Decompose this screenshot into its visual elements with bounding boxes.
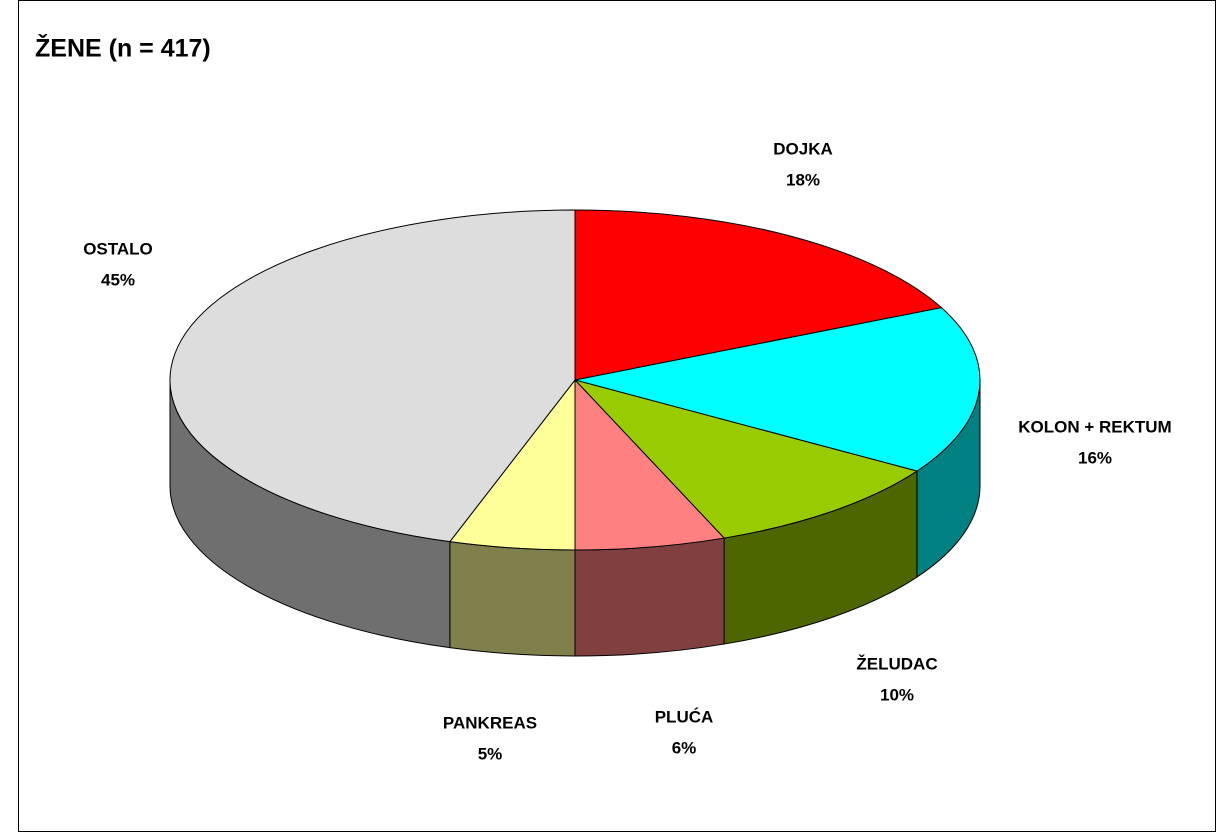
slice-value-label: 18% bbox=[786, 170, 820, 189]
slice-label: PLUĆA bbox=[655, 707, 714, 726]
slice-label: PANKREAS bbox=[443, 713, 537, 732]
pie-slice bbox=[574, 209, 943, 381]
pie-slice-side bbox=[449, 541, 576, 657]
slice-value-label: 45% bbox=[101, 270, 135, 289]
slice-value-label: 5% bbox=[478, 744, 503, 763]
pie-slice bbox=[574, 378, 726, 551]
slice-value-label: 6% bbox=[672, 738, 697, 757]
pie-slice-side bbox=[574, 537, 725, 657]
slice-value-label: 10% bbox=[880, 685, 914, 704]
slice-label: ŽELUDAC bbox=[856, 654, 937, 673]
pie-slice bbox=[574, 307, 981, 472]
pie-slice bbox=[573, 379, 919, 539]
slice-label: DOJKA bbox=[773, 139, 833, 158]
slice-label: KOLON + REKTUM bbox=[1018, 417, 1171, 436]
pie-slice bbox=[169, 209, 576, 543]
slice-value-label: 16% bbox=[1078, 448, 1112, 467]
chart-title: ŽENE (n = 417) bbox=[35, 33, 211, 63]
slice-label: OSTALO bbox=[83, 239, 153, 258]
